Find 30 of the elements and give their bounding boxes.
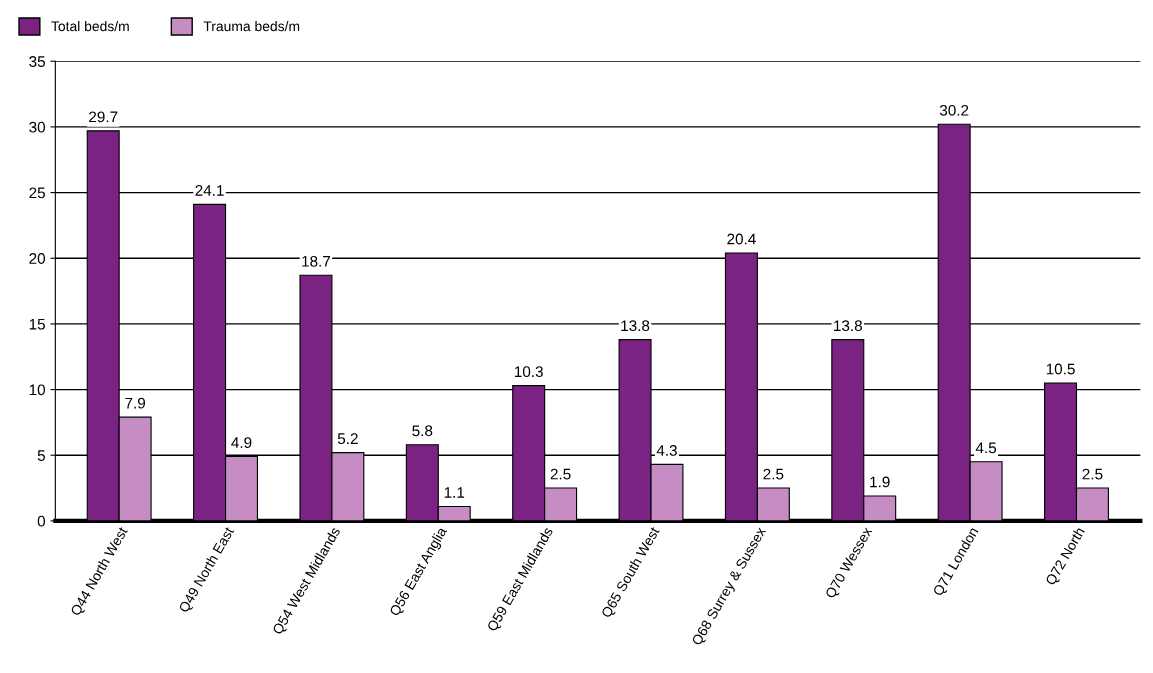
data-label: 2.5: [550, 468, 571, 480]
data-label: 4.5: [975, 442, 997, 454]
legend-label: Trauma beds/m: [203, 21, 300, 32]
data-label: 7.9: [125, 397, 146, 409]
data-label: 5.2: [337, 433, 358, 445]
y-tick-label: 0: [37, 515, 46, 527]
data-label: 13.8: [834, 320, 862, 332]
y-tick-label: 35: [29, 56, 45, 67]
data-label: 29.7: [89, 111, 118, 123]
data-label: 30.2: [939, 104, 969, 116]
data-label: 24.1: [195, 185, 224, 196]
y-tick-label: 30: [29, 121, 46, 133]
data-label: 1.1: [444, 487, 465, 498]
data-label: 20.4: [727, 233, 756, 245]
data-label: 10.3: [514, 366, 543, 378]
data-label: 13.8: [621, 320, 650, 332]
data-label: 2.5: [1082, 468, 1103, 480]
data-label: 4.9: [231, 437, 252, 448]
y-tick-label: 15: [29, 318, 45, 330]
y-tick-label: 5: [37, 450, 45, 461]
y-tick-label: 20: [29, 253, 46, 264]
y-tick-label: 10: [29, 384, 46, 396]
data-label: 5.8: [412, 425, 433, 437]
y-tick-label: 25: [29, 187, 45, 199]
data-label: 18.7: [302, 255, 331, 267]
legend-label: Total beds/m: [51, 21, 129, 32]
data-label: 10.5: [1046, 363, 1075, 375]
data-label: 1.9: [870, 476, 890, 488]
data-label: 2.5: [763, 468, 784, 480]
data-label: 4.3: [656, 445, 677, 456]
